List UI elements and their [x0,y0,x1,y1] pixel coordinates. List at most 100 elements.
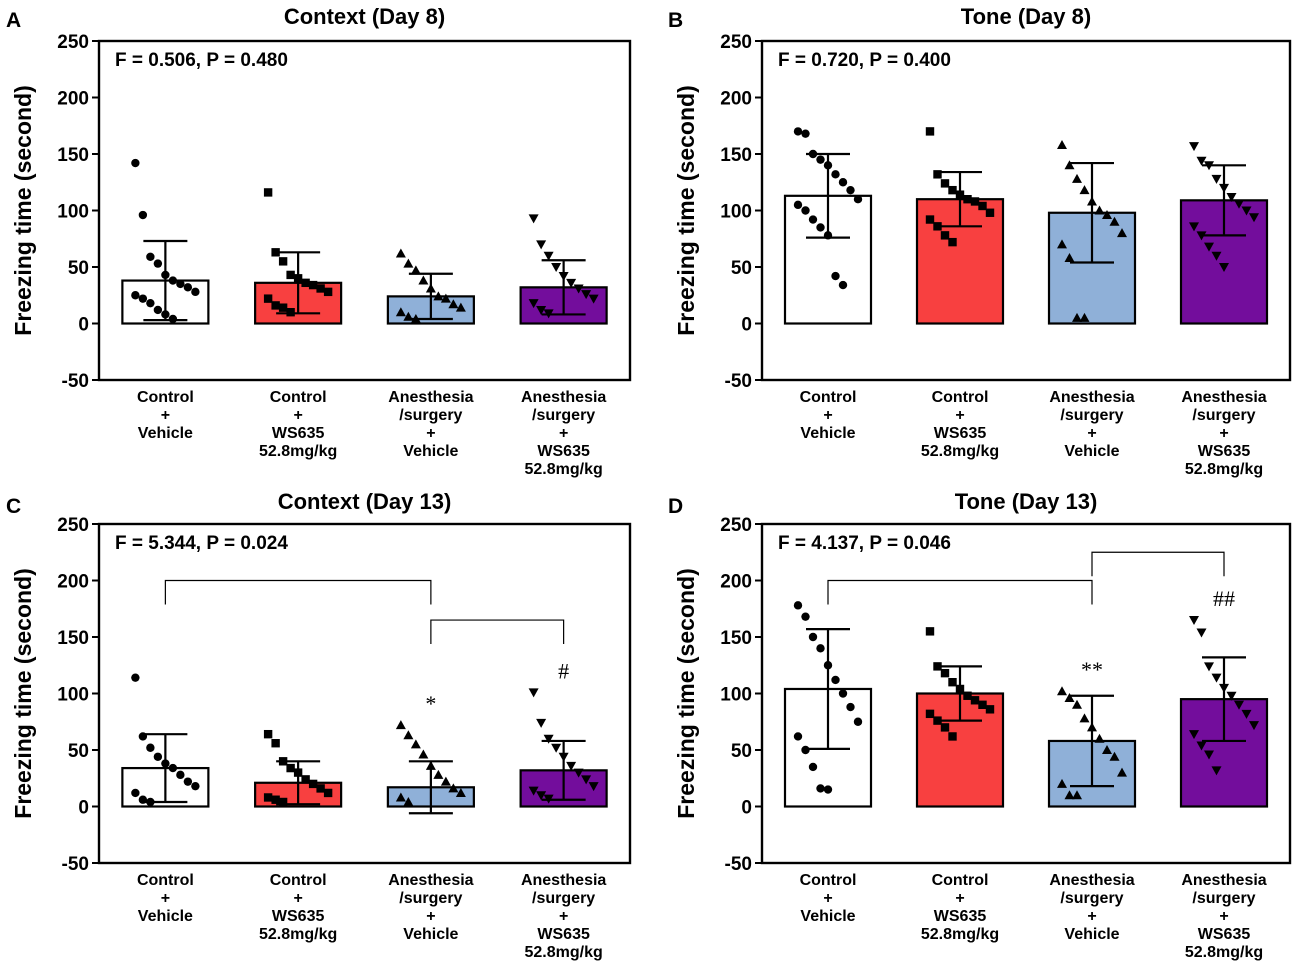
data-point [418,275,429,285]
data-point [433,291,444,301]
data-point [138,294,148,303]
data-point [316,784,325,793]
x-category-label: /surgery [532,407,595,424]
data-point [985,208,995,217]
x-category-label: Anesthesia [388,872,473,889]
x-category-label: WS635 [1198,443,1251,460]
x-category-label: /surgery [1060,890,1123,907]
data-point [161,310,170,319]
y-tick-label: -50 [725,854,752,875]
data-point [271,248,280,257]
data-point [838,280,848,290]
data-point [403,796,414,806]
x-category-label: + [1219,908,1228,925]
y-tick-label: 100 [720,202,752,223]
data-point [970,197,980,206]
x-category-label: Anesthesia [521,389,606,406]
chart-panel-c: C Context (Day 13) Freezing time (second) -… [6,489,632,961]
data-point [528,214,539,224]
x-category-label: + [161,890,170,907]
x-category-label: Vehicle [1064,443,1119,460]
data-point [278,757,288,766]
data-point [793,127,803,136]
data-point [440,293,451,303]
data-point [1109,751,1120,761]
data-point [933,716,942,725]
x-category-label: WS635 [537,926,590,943]
y-axis-label: Freezing time (second) [673,568,699,818]
data-point [536,791,547,801]
data-point [278,797,288,807]
data-point [838,689,848,698]
data-point [1249,213,1259,223]
data-point [323,287,333,297]
x-category-label: Control [932,872,989,889]
x-category-label: Vehicle [403,926,458,943]
data-point [816,223,825,232]
data-point [970,696,980,705]
chart-title: Context (Day 8) [284,4,445,29]
x-category-label: Anesthesia [1049,389,1134,406]
x-category-label: Anesthesia [1181,389,1266,406]
x-category-label: Control [932,389,989,406]
x-category-label: + [559,425,568,442]
x-category-label: + [559,908,568,925]
x-category-label: 52.8mg/kg [524,944,602,961]
y-tick-label: 250 [57,515,89,536]
data-point [286,763,295,773]
data-point [985,705,995,714]
x-category-label: WS635 [272,908,325,925]
y-tick-label: 50 [731,741,752,762]
data-point [808,215,818,224]
data-point [955,190,965,199]
data-point [176,770,185,780]
data-point [528,786,539,796]
x-category-label: Vehicle [138,425,193,442]
x-category-label: Vehicle [403,443,458,460]
data-point [801,745,810,755]
data-point [395,248,406,258]
data-point [543,251,554,261]
data-point [1072,790,1082,800]
data-point [925,215,935,224]
x-category-label: Control [137,389,194,406]
y-tick-label: 150 [57,628,89,649]
panel-letter: D [668,495,683,518]
data-point [271,795,280,804]
data-point [801,612,810,621]
data-point [801,206,810,215]
data-point [1211,673,1222,683]
y-tick-label: 50 [68,258,89,279]
x-category-label: 52.8mg/kg [259,926,337,943]
x-category-label: + [1087,425,1096,442]
data-point [543,309,554,319]
data-point [153,305,163,315]
data-point [551,743,562,753]
y-tick-label: 100 [720,685,752,706]
x-category-label: WS635 [272,425,325,442]
data-point [1204,161,1214,171]
data-point [1204,750,1214,760]
y-tick-label: 0 [741,798,752,819]
data-point [816,644,825,653]
data-point [1196,231,1207,241]
data-point [278,303,288,312]
chart-title: Tone (Day 8) [961,4,1091,29]
data-point [1079,185,1090,195]
data-point [925,627,935,636]
data-point [263,793,273,802]
significance-mark: * [425,691,436,716]
data-point [823,231,833,240]
data-point [846,185,855,195]
data-point [528,299,539,309]
data-point [940,668,950,678]
data-point [933,222,942,231]
plot-frame [97,39,632,382]
data-point [536,240,547,250]
data-point [138,795,148,804]
stat-text: F = 0.506, P = 0.480 [115,50,288,71]
data-point [925,709,935,719]
comparison-bracket [430,619,565,645]
stat-text: F = 0.720, P = 0.400 [778,50,951,71]
